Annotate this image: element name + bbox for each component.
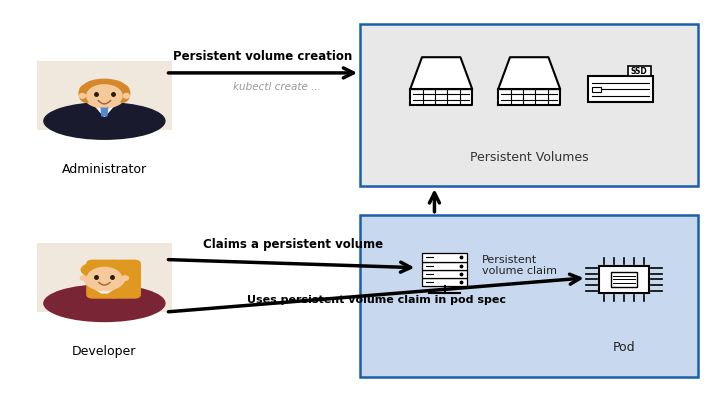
Ellipse shape (82, 80, 127, 109)
Text: Persistent
volume claim: Persistent volume claim (482, 255, 557, 277)
Ellipse shape (86, 84, 122, 108)
Text: Uses persistent volume claim in pod spec: Uses persistent volume claim in pod spec (247, 295, 506, 305)
Bar (96, 282, 112, 290)
Ellipse shape (81, 260, 128, 279)
Ellipse shape (43, 102, 166, 140)
Polygon shape (91, 286, 118, 293)
Bar (423, 262, 467, 270)
Ellipse shape (82, 79, 127, 96)
Bar (593, 87, 601, 92)
Bar (37, 243, 172, 312)
Bar (423, 278, 467, 286)
Polygon shape (498, 57, 560, 89)
Text: kubectl create ...: kubectl create ... (233, 82, 321, 92)
Bar (599, 266, 649, 293)
Text: Persistent Volumes: Persistent Volumes (470, 151, 588, 164)
Text: Pod: Pod (613, 341, 635, 354)
Bar (628, 66, 651, 76)
Bar (360, 24, 698, 186)
Ellipse shape (123, 93, 130, 99)
Ellipse shape (83, 264, 126, 291)
Bar (423, 254, 467, 262)
Bar (360, 215, 698, 377)
Ellipse shape (43, 284, 166, 322)
Polygon shape (498, 89, 560, 105)
Ellipse shape (80, 275, 86, 281)
Ellipse shape (78, 84, 94, 103)
Polygon shape (94, 104, 115, 117)
Bar (588, 76, 653, 102)
FancyBboxPatch shape (108, 260, 141, 299)
Bar (423, 270, 467, 278)
Polygon shape (101, 104, 108, 116)
Ellipse shape (122, 275, 129, 281)
Ellipse shape (115, 84, 130, 103)
Bar (37, 61, 172, 130)
Text: Claims a persistent volume: Claims a persistent volume (203, 239, 383, 252)
Text: Persistent volume creation: Persistent volume creation (174, 50, 352, 63)
FancyBboxPatch shape (86, 260, 119, 299)
Text: SSD: SSD (631, 66, 648, 76)
Text: Developer: Developer (72, 345, 137, 358)
Text: Administrator: Administrator (62, 163, 147, 176)
Bar (611, 272, 636, 287)
Ellipse shape (86, 267, 122, 290)
Polygon shape (410, 57, 472, 89)
Ellipse shape (78, 93, 86, 99)
Bar (96, 98, 113, 106)
Polygon shape (410, 89, 472, 105)
